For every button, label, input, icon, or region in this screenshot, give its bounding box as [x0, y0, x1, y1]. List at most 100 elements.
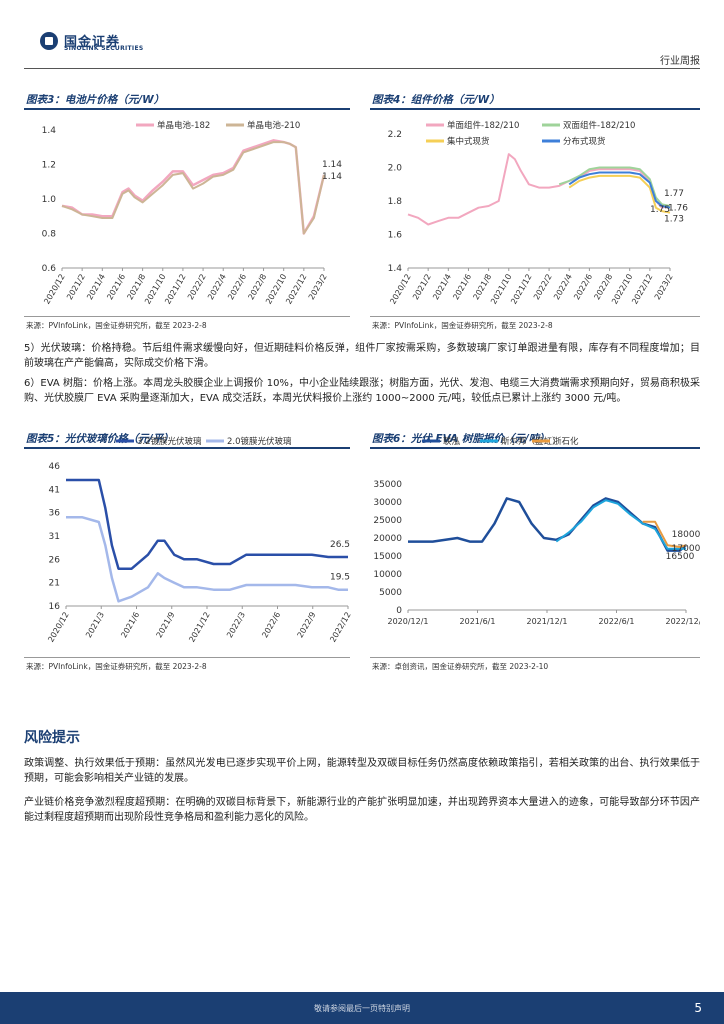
- paragraph-eva: 6）EVA 树脂：价格上涨。本周龙头胶膜企业上调报价 10%，中小企业陆续跟涨；…: [24, 378, 700, 404]
- figure-6-rule: [370, 447, 700, 449]
- series-line-3: [568, 174, 671, 214]
- series-line-2: [61, 141, 325, 235]
- footer-disclaimer: 敬请参阅最后一页特别声明: [314, 1004, 410, 1013]
- y-tick-label: 30000: [373, 498, 402, 508]
- logo-chinese: 国金证券: [64, 35, 121, 50]
- y-tick-label: 1.4: [388, 264, 403, 274]
- x-tick-label: 2022/8: [592, 273, 614, 302]
- x-tick-label: 2021/6: [105, 273, 127, 302]
- data-label: 26.5: [330, 540, 350, 550]
- legend-label: 3.2镀膜光伏玻璃: [137, 436, 202, 447]
- figure-5-source: 来源：PVInfoLink，国金证券研究所，截至 2023-2-8: [26, 662, 207, 671]
- x-tick-label: 2023/2: [307, 273, 329, 302]
- y-tick-label: 1.2: [42, 161, 56, 171]
- x-tick-label: 2021/6/1: [460, 617, 496, 626]
- series-line-2: [558, 166, 671, 207]
- x-tick-label: 2020/12: [388, 273, 412, 306]
- y-tick-label: 25000: [373, 516, 402, 526]
- y-tick-label: 35000: [373, 480, 402, 490]
- x-tick-label: 2021/6: [451, 273, 473, 302]
- chart-glass-price: 16 21 26 31 36 41 46 2020/12 2021/3 2021/6 2021/9 2…: [46, 436, 352, 644]
- series-line-2: [66, 516, 348, 603]
- x-tick-label: 2022/12/1: [665, 617, 700, 626]
- x-tick-label: 2022/6/1: [599, 617, 635, 626]
- x-tick-label: 2020/12: [46, 611, 70, 644]
- x-tick-label: 2022/6: [226, 273, 248, 302]
- chart-module-price: 1.4 1.6 1.8 2.0 2.2 2020/122021/22021/42021/6…: [388, 120, 689, 306]
- legend-label: 集中式现货: [447, 136, 490, 147]
- x-tick-label: 2020/12: [42, 273, 66, 306]
- x-tick-label: 2021/3: [84, 611, 106, 640]
- legend-label: 2.0镀膜光伏玻璃: [227, 436, 292, 447]
- x-tick-label: 2022/9: [296, 611, 318, 640]
- x-tick-label: 2021/2: [65, 273, 87, 302]
- x-tick-label: 2022/12: [328, 611, 352, 644]
- data-label: 1.73: [664, 215, 684, 225]
- data-label: 1.76: [668, 204, 688, 214]
- series-line-1: [407, 153, 671, 226]
- x-tick-label: 2021/4: [431, 273, 453, 302]
- chart-cell-price: 0.6 0.8 1.0 1.2 1.4 2020/122021/22021/42021/6…: [42, 120, 343, 306]
- figure-3-source-rule: [24, 316, 350, 317]
- series-line-1: [66, 478, 348, 570]
- report-type: 行业周报: [660, 56, 700, 67]
- y-tick-label: 15000: [373, 552, 402, 562]
- y-tick-label: 31: [49, 532, 60, 542]
- y-tick-label: 0: [396, 606, 402, 616]
- data-label: 1.77: [664, 189, 684, 199]
- legend-label: 单晶电池-210: [247, 120, 300, 131]
- y-tick-label: 36: [49, 509, 61, 519]
- y-tick-label: 1.0: [42, 195, 57, 205]
- y-tick-label: 16: [49, 602, 61, 612]
- y-tick-label: 41: [49, 485, 60, 495]
- series-line-2: [555, 499, 686, 550]
- figure-4-title: 图表4：组件价格（元/W）: [372, 94, 500, 106]
- y-tick-label: 46: [49, 462, 61, 472]
- data-label: 1.14: [322, 160, 342, 170]
- figure-3-rule: [24, 108, 350, 110]
- figure-5-title: 图表5：光伏玻璃价格（元/平）: [26, 433, 174, 445]
- x-tick-label: 2021/8: [125, 273, 147, 302]
- legend-label: 双面组件-182/210: [563, 120, 635, 131]
- x-tick-label: 2022/6: [572, 273, 594, 302]
- chart-eva-price: 0 5000 10000 15000 20000 25000 30000 35000 2020/…: [373, 436, 700, 626]
- y-tick-label: 5000: [379, 588, 402, 598]
- legend-label: 联泓: [443, 437, 461, 447]
- data-label: 16500: [666, 552, 695, 562]
- y-tick-label: 26: [49, 555, 61, 565]
- y-tick-label: 0.8: [42, 230, 57, 240]
- data-label: 1.75: [650, 205, 670, 215]
- x-tick-label: 2021/6: [119, 611, 141, 640]
- figure-5-source-rule: [24, 657, 350, 658]
- x-tick-label: 2021/8: [471, 273, 493, 302]
- y-tick-label: 0.6: [42, 264, 57, 274]
- x-tick-label: 2020/12/1: [387, 617, 428, 626]
- x-tick-label: 2022/6: [260, 611, 282, 640]
- x-tick-label: 2021/12/1: [526, 617, 567, 626]
- series-line-3: [642, 520, 687, 548]
- y-tick-label: 1.6: [388, 231, 403, 241]
- x-tick-label: 2023/2: [653, 273, 675, 302]
- risk-paragraph-competition: 产业链价格竞争激烈程度超预期：在明确的双碳目标背景下，新能源行业的产能扩张明显加…: [24, 797, 700, 823]
- risk-paragraph-policy: 政策调整、执行效果低于预期：虽然风光发电已逐步实现平价上网，能源转型及双碳目标任…: [24, 758, 700, 784]
- x-tick-label: 2022/4: [552, 273, 574, 302]
- x-tick-label: 2021/4: [85, 273, 107, 302]
- data-label: 1.14: [322, 172, 342, 182]
- figure-6-title: 图表6：光伏 EVA 树脂报价（元/吨）: [372, 433, 550, 445]
- y-tick-label: 1.4: [42, 126, 57, 136]
- legend-label: 单晶电池-182: [157, 120, 210, 131]
- x-tick-label: 2022/8: [246, 273, 268, 302]
- figure-6-source-rule: [370, 657, 700, 658]
- header-divider: [24, 68, 700, 69]
- figure-6-source: 来源：卓创资讯，国金证券研究所，截至 2023-2-10: [372, 662, 549, 671]
- y-tick-label: 10000: [373, 570, 402, 580]
- footer-bar: [0, 992, 724, 1024]
- x-tick-label: 2021/2: [411, 273, 433, 302]
- y-tick-label: 2.2: [388, 130, 402, 140]
- data-label: 17000: [672, 544, 700, 554]
- y-tick-label: 21: [49, 579, 60, 589]
- figure-4-source: 来源：PVInfoLink，国金证券研究所，截至 2023-2-8: [372, 321, 553, 330]
- x-tick-label: 2022/2: [186, 273, 208, 302]
- y-tick-label: 20000: [373, 534, 402, 544]
- logo-icon: [40, 32, 58, 50]
